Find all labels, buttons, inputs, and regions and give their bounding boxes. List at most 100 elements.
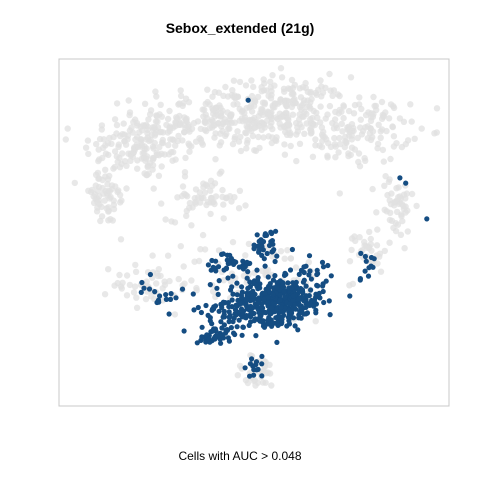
background-cell-point — [188, 277, 194, 283]
background-cell-point — [374, 226, 380, 232]
background-cell-point — [134, 157, 140, 163]
background-cell-point — [161, 278, 167, 284]
background-cell-point — [301, 131, 307, 137]
highlighted-cell-point — [258, 314, 263, 319]
background-cell-point — [169, 158, 175, 164]
highlighted-cell-point — [262, 233, 267, 238]
highlighted-cell-point — [217, 309, 222, 314]
background-cell-point — [212, 89, 218, 95]
highlighted-cell-point — [274, 254, 279, 259]
highlighted-cell-point — [249, 356, 254, 361]
background-cell-point — [165, 253, 171, 259]
background-cell-point — [300, 84, 306, 90]
background-cell-point — [231, 78, 237, 84]
background-cell-point — [332, 116, 338, 122]
highlighted-cell-point — [220, 332, 225, 337]
background-cell-point — [389, 123, 395, 129]
background-cell-point — [277, 124, 283, 130]
background-cell-point — [278, 248, 284, 254]
background-cell-point — [331, 135, 337, 141]
highlighted-cell-point — [139, 280, 144, 285]
highlighted-cell-point — [229, 256, 234, 261]
background-cell-point — [287, 86, 293, 92]
highlighted-cell-point — [370, 265, 375, 270]
highlighted-cell-point — [235, 324, 240, 329]
highlighted-cell-point — [364, 259, 369, 264]
background-cell-point — [181, 263, 187, 269]
highlighted-cell-point — [300, 289, 305, 294]
highlighted-cell-point — [284, 323, 289, 328]
highlighted-cell-point — [265, 318, 270, 323]
highlighted-cell-point — [226, 304, 231, 309]
background-cell-point — [202, 127, 208, 133]
background-cell-point — [113, 130, 119, 136]
background-cell-point — [143, 155, 149, 161]
highlighted-cell-point — [169, 291, 174, 296]
background-cell-point — [217, 142, 223, 148]
background-cell-point — [319, 138, 325, 144]
highlighted-cell-point — [269, 306, 274, 311]
background-cell-point — [193, 186, 199, 192]
highlighted-cell-point — [306, 272, 311, 277]
background-cell-point — [157, 273, 163, 279]
highlighted-cell-point — [245, 286, 250, 291]
background-cell-point — [186, 99, 192, 105]
background-cell-point — [63, 136, 69, 142]
background-cell-point — [243, 82, 249, 88]
background-cell-point — [250, 133, 256, 139]
background-cell-point — [65, 125, 71, 131]
background-cell-point — [431, 130, 437, 136]
background-cell-point — [387, 197, 393, 203]
highlighted-cell-point — [305, 301, 310, 306]
highlighted-cell-point — [298, 305, 303, 310]
background-cell-point — [307, 90, 313, 96]
background-cell-point — [268, 382, 274, 388]
background-cell-point — [260, 379, 266, 385]
highlighted-cell-point — [279, 317, 284, 322]
background-cell-point — [210, 107, 216, 113]
highlighted-cell-point — [262, 291, 267, 296]
background-cell-point — [216, 102, 222, 108]
background-cell-point — [166, 108, 172, 114]
background-cell-point — [310, 154, 316, 160]
background-cell-point — [307, 105, 313, 111]
highlighted-cell-point — [156, 300, 161, 305]
highlighted-cell-point — [208, 329, 213, 334]
highlighted-cell-point — [240, 333, 245, 338]
highlighted-cell-point — [212, 335, 217, 340]
highlighted-cell-point — [244, 296, 249, 301]
highlighted-cell-point — [225, 275, 230, 280]
background-cell-point — [352, 146, 358, 152]
background-cell-point — [119, 150, 125, 156]
background-cell-point — [293, 100, 299, 106]
highlighted-cell-point — [206, 337, 211, 342]
background-cell-point — [207, 211, 213, 217]
background-cell-point — [398, 211, 404, 217]
highlighted-cell-point — [250, 289, 255, 294]
background-cell-point — [327, 103, 333, 109]
highlighted-cell-point — [195, 340, 200, 345]
background-cell-point — [152, 132, 158, 138]
background-cell-point — [281, 89, 287, 95]
highlighted-cell-point — [313, 310, 318, 315]
background-cell-point — [193, 139, 199, 145]
background-cell-point — [242, 252, 248, 258]
background-cell-point — [278, 65, 284, 71]
background-cell-point — [197, 246, 203, 252]
background-cell-point — [359, 131, 365, 137]
highlighted-cell-point — [258, 237, 263, 242]
background-cell-point — [376, 122, 382, 128]
highlighted-cell-point — [295, 327, 300, 332]
highlighted-cell-point — [282, 295, 287, 300]
highlighted-cell-point — [238, 301, 243, 306]
background-cell-point — [296, 111, 302, 117]
background-cell-point — [361, 155, 367, 161]
background-cell-point — [153, 93, 159, 99]
background-cell-point — [151, 124, 157, 130]
background-cell-point — [271, 82, 277, 88]
background-cell-point — [167, 136, 173, 142]
background-cell-point — [279, 74, 285, 80]
background-cell-point — [183, 117, 189, 123]
background-cell-point — [156, 152, 162, 158]
background-cell-point — [242, 202, 248, 208]
